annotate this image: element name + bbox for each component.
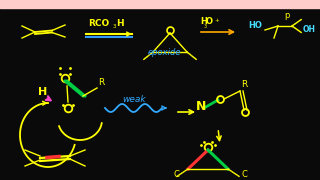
Text: 3: 3 <box>113 24 116 29</box>
Text: R: R <box>241 80 247 89</box>
Text: H: H <box>200 17 207 26</box>
Text: C: C <box>174 170 180 179</box>
Text: H: H <box>116 19 124 28</box>
Text: HO: HO <box>248 21 262 30</box>
Text: p: p <box>284 11 289 20</box>
Text: C: C <box>241 170 247 179</box>
Text: R: R <box>98 78 104 87</box>
Text: 3: 3 <box>204 24 207 29</box>
Text: H: H <box>38 87 47 97</box>
Text: +: + <box>214 18 219 23</box>
Text: epoxide: epoxide <box>148 48 181 57</box>
Text: RCO: RCO <box>88 19 109 28</box>
Text: O: O <box>206 17 213 26</box>
Text: N: N <box>196 100 206 113</box>
Text: weak: weak <box>122 95 146 104</box>
Text: OH: OH <box>303 25 316 34</box>
